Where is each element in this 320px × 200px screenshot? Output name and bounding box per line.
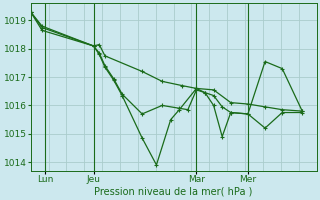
X-axis label: Pression niveau de la mer( hPa ): Pression niveau de la mer( hPa ) bbox=[94, 187, 253, 197]
